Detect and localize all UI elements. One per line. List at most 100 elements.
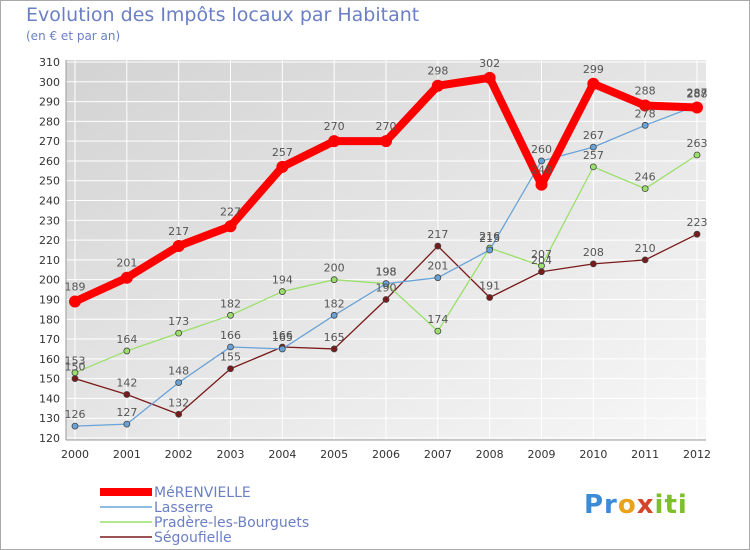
y-tick-label: 280 — [39, 115, 60, 128]
data-label: 208 — [583, 246, 604, 259]
data-point — [486, 246, 494, 254]
data-label: 270 — [324, 120, 345, 133]
data-point — [589, 260, 597, 268]
series-lines — [69, 71, 703, 430]
data-point — [538, 262, 545, 270]
data-point — [278, 345, 286, 353]
y-tick-label: 190 — [39, 293, 60, 306]
x-tick-label: 2000 — [61, 448, 89, 461]
y-tick-label: 300 — [39, 76, 60, 89]
data-label: 153 — [65, 355, 86, 368]
data-point — [276, 160, 289, 173]
data-label: 148 — [168, 365, 189, 378]
data-point — [328, 135, 341, 148]
data-point — [123, 391, 131, 398]
data-label: 127 — [116, 406, 137, 419]
data-point — [120, 271, 133, 284]
x-tick-label: 2003 — [217, 448, 245, 461]
data-point — [227, 311, 234, 319]
y-tick-label: 180 — [39, 313, 60, 326]
data-point — [434, 274, 442, 282]
legend-label: Pradère-les-Bourguets — [154, 515, 309, 531]
data-label: 189 — [65, 280, 86, 293]
data-label: 216 — [479, 230, 500, 243]
data-point — [227, 365, 234, 373]
data-label: 126 — [65, 408, 86, 421]
data-label: 207 — [531, 248, 552, 261]
data-label: 182 — [324, 297, 345, 310]
legend: MéRENVIELLELasserrePradère-les-Bourguets… — [100, 485, 309, 546]
data-label: 267 — [583, 129, 604, 142]
data-point — [175, 410, 183, 418]
data-label: 174 — [427, 313, 448, 326]
data-point — [224, 220, 237, 233]
data-point — [641, 121, 649, 129]
data-point — [434, 327, 442, 335]
data-label: 191 — [479, 279, 500, 292]
data-point — [69, 295, 81, 308]
data-point — [382, 280, 390, 288]
data-point — [380, 135, 392, 148]
x-tick-label: 2001 — [113, 448, 141, 461]
data-point — [382, 296, 390, 303]
data-point — [71, 422, 79, 430]
y-tick-label: 290 — [39, 96, 60, 109]
legend-label: MéRENVIELLE — [154, 485, 251, 501]
data-point — [330, 276, 338, 284]
x-tick-label: 2004 — [268, 448, 296, 461]
y-tick-label: 200 — [39, 274, 60, 287]
legend-label: Ségoufielle — [154, 530, 232, 546]
data-label: 190 — [376, 281, 397, 294]
data-label: 299 — [583, 63, 604, 76]
y-tick-label: 170 — [39, 333, 60, 346]
data-label: 210 — [635, 242, 656, 255]
y-tick-label: 270 — [39, 135, 60, 148]
x-tick-label: 2012 — [683, 448, 711, 461]
data-point — [172, 240, 185, 253]
data-label: 173 — [168, 315, 189, 328]
y-tick-label: 210 — [39, 254, 60, 267]
data-label: 201 — [116, 257, 137, 270]
data-label: 278 — [635, 107, 656, 120]
data-label: 204 — [531, 254, 552, 267]
data-label: 200 — [324, 262, 345, 275]
data-point — [693, 230, 701, 238]
data-label: 198 — [376, 266, 397, 279]
y-tick-label: 140 — [39, 392, 60, 405]
data-label: 248 — [531, 164, 552, 177]
data-point — [330, 311, 338, 319]
data-label: 257 — [583, 149, 604, 162]
data-label: 223 — [687, 216, 708, 229]
data-label: 217 — [168, 225, 189, 238]
data-label: 150 — [65, 361, 86, 374]
y-tick-label: 130 — [39, 412, 60, 425]
data-point — [589, 143, 597, 151]
data-label: 201 — [427, 260, 448, 273]
data-label: 263 — [687, 137, 708, 150]
axes: 120 130 140 150 160 170 180 190 200 210 220 230 240 2… — [39, 56, 711, 461]
data-point — [278, 288, 286, 295]
data-label: 257 — [272, 146, 293, 159]
data-label: 166 — [220, 329, 241, 342]
data-label: 182 — [220, 297, 241, 310]
data-point — [641, 256, 649, 264]
data-point — [71, 369, 79, 377]
data-point — [589, 163, 597, 171]
data-point — [123, 420, 131, 428]
y-tick-label: 250 — [39, 175, 60, 188]
data-point — [587, 77, 600, 90]
data-point — [175, 379, 183, 386]
data-point — [535, 178, 548, 191]
data-point — [431, 79, 444, 92]
data-point — [434, 242, 442, 250]
y-tick-label: 310 — [39, 56, 60, 69]
y-tick-label: 120 — [39, 432, 60, 445]
y-tick-label: 240 — [39, 195, 60, 208]
legend-label: Lasserre — [154, 500, 213, 516]
grid-lines — [66, 60, 706, 440]
data-label: 215 — [479, 232, 500, 245]
proxiti-logo: Proxiti — [584, 490, 688, 520]
data-label: 288 — [635, 85, 656, 98]
data-label: 302 — [479, 57, 500, 70]
